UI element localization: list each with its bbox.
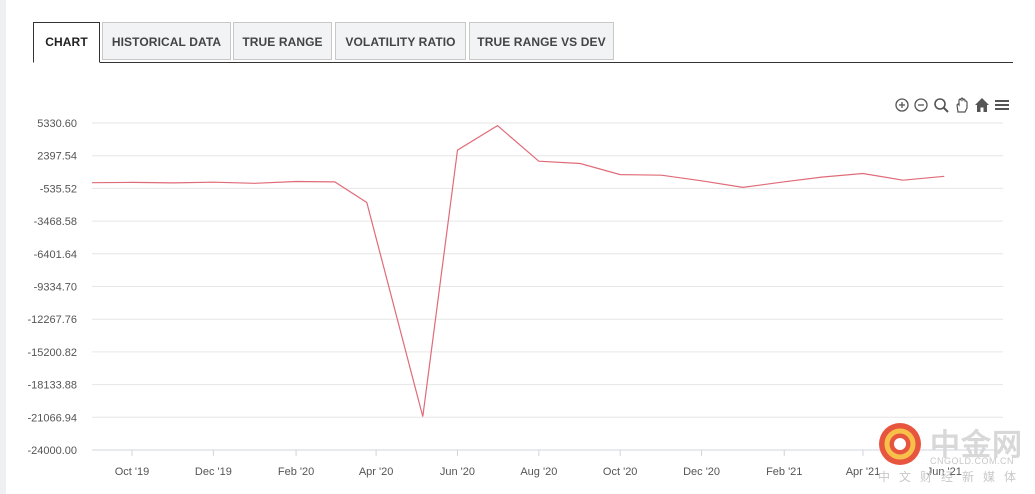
y-tick-label: -21066.94 bbox=[27, 412, 77, 424]
data-point[interactable] bbox=[89, 180, 95, 186]
data-point[interactable] bbox=[252, 180, 258, 186]
magnifier-icon[interactable] bbox=[932, 96, 950, 114]
data-point[interactable] bbox=[293, 179, 299, 185]
left-edge-strip bbox=[0, 0, 6, 494]
x-tick-label: Aug '20 bbox=[520, 466, 557, 478]
tab-bar: CHART HISTORICAL DATA TRUE RANGE VOLATIL… bbox=[33, 22, 1013, 63]
tab-true-range-vs-dev[interactable]: TRUE RANGE VS DEV bbox=[469, 22, 614, 60]
tab-volatility-ratio[interactable]: VOLATILITY RATIO bbox=[335, 22, 466, 60]
y-tick-label: 2397.54 bbox=[37, 151, 77, 163]
x-tick-label: Oct '20 bbox=[603, 466, 638, 478]
data-point[interactable] bbox=[170, 180, 176, 186]
y-tick-label: -12267.76 bbox=[27, 314, 77, 326]
data-point[interactable] bbox=[617, 172, 623, 178]
pan-hand-icon[interactable] bbox=[953, 96, 971, 114]
data-point[interactable] bbox=[454, 147, 460, 153]
y-tick-label: -18133.88 bbox=[27, 380, 77, 392]
x-tick-label: Feb '20 bbox=[278, 466, 314, 478]
data-point[interactable] bbox=[129, 179, 135, 185]
data-point[interactable] bbox=[420, 414, 426, 420]
y-tick-label: -6401.64 bbox=[34, 249, 77, 261]
data-point[interactable] bbox=[494, 123, 500, 129]
menu-icon[interactable] bbox=[993, 96, 1011, 114]
data-point[interactable] bbox=[740, 184, 746, 190]
watermark-logo-icon bbox=[879, 423, 921, 465]
data-point[interactable] bbox=[781, 179, 787, 185]
x-tick-label: Apr '21 bbox=[846, 466, 881, 478]
grid bbox=[92, 122, 1003, 451]
data-point[interactable] bbox=[536, 158, 542, 164]
data-point[interactable] bbox=[210, 179, 216, 185]
x-tick-label: Feb '21 bbox=[766, 466, 802, 478]
data-point[interactable] bbox=[699, 178, 705, 184]
data-point[interactable] bbox=[577, 160, 583, 166]
x-tick-label: Jun '20 bbox=[440, 466, 475, 478]
zoom-out-icon[interactable] bbox=[912, 96, 930, 114]
y-tick-label: -9334.70 bbox=[34, 282, 77, 294]
watermark-brand: 中金网 bbox=[930, 428, 1023, 463]
x-tick-label: Apr '20 bbox=[359, 466, 394, 478]
zoom-in-icon[interactable] bbox=[893, 96, 911, 114]
data-point[interactable] bbox=[819, 174, 825, 180]
watermark-tagline: 中文财经新媒体 bbox=[878, 470, 1026, 484]
tab-true-range[interactable]: TRUE RANGE bbox=[233, 22, 332, 60]
data-point[interactable] bbox=[860, 171, 866, 177]
tab-chart[interactable]: CHART bbox=[33, 22, 100, 63]
data-point[interactable] bbox=[659, 172, 665, 178]
x-tick-label: Dec '19 bbox=[195, 466, 232, 478]
x-tick-label: Jun '21 bbox=[927, 466, 962, 478]
y-tick-label: -15200.82 bbox=[27, 347, 77, 359]
series-layer bbox=[89, 123, 947, 420]
y-tick-label: -24000.00 bbox=[27, 445, 77, 457]
tab-historical-data[interactable]: HISTORICAL DATA bbox=[102, 22, 231, 60]
home-icon[interactable] bbox=[973, 96, 991, 114]
y-tick-label: -3468.58 bbox=[34, 216, 77, 228]
x-tick-label: Oct '19 bbox=[115, 466, 150, 478]
y-axis-labels: 5330.60 2397.54 -535.52 -3468.58 -6401.64 -93… bbox=[27, 118, 77, 457]
watermark-url: CNGOLD.COM.CN bbox=[930, 456, 1015, 466]
y-tick-label: -535.52 bbox=[40, 183, 77, 195]
y-tick-label: 5330.60 bbox=[37, 118, 77, 130]
data-point[interactable] bbox=[332, 179, 338, 185]
data-point[interactable] bbox=[900, 177, 906, 183]
series-line bbox=[91, 124, 945, 417]
x-axis-labels: Oct '19 Dec '19 Feb '20 Apr '20 Jun '20 Aug '… bbox=[115, 450, 962, 478]
data-point[interactable] bbox=[364, 199, 370, 205]
watermark: 中金网 CNGOLD.COM.CN 中文财经新媒体 bbox=[878, 420, 1028, 486]
x-tick-label: Dec '20 bbox=[683, 466, 720, 478]
data-point[interactable] bbox=[941, 173, 947, 179]
